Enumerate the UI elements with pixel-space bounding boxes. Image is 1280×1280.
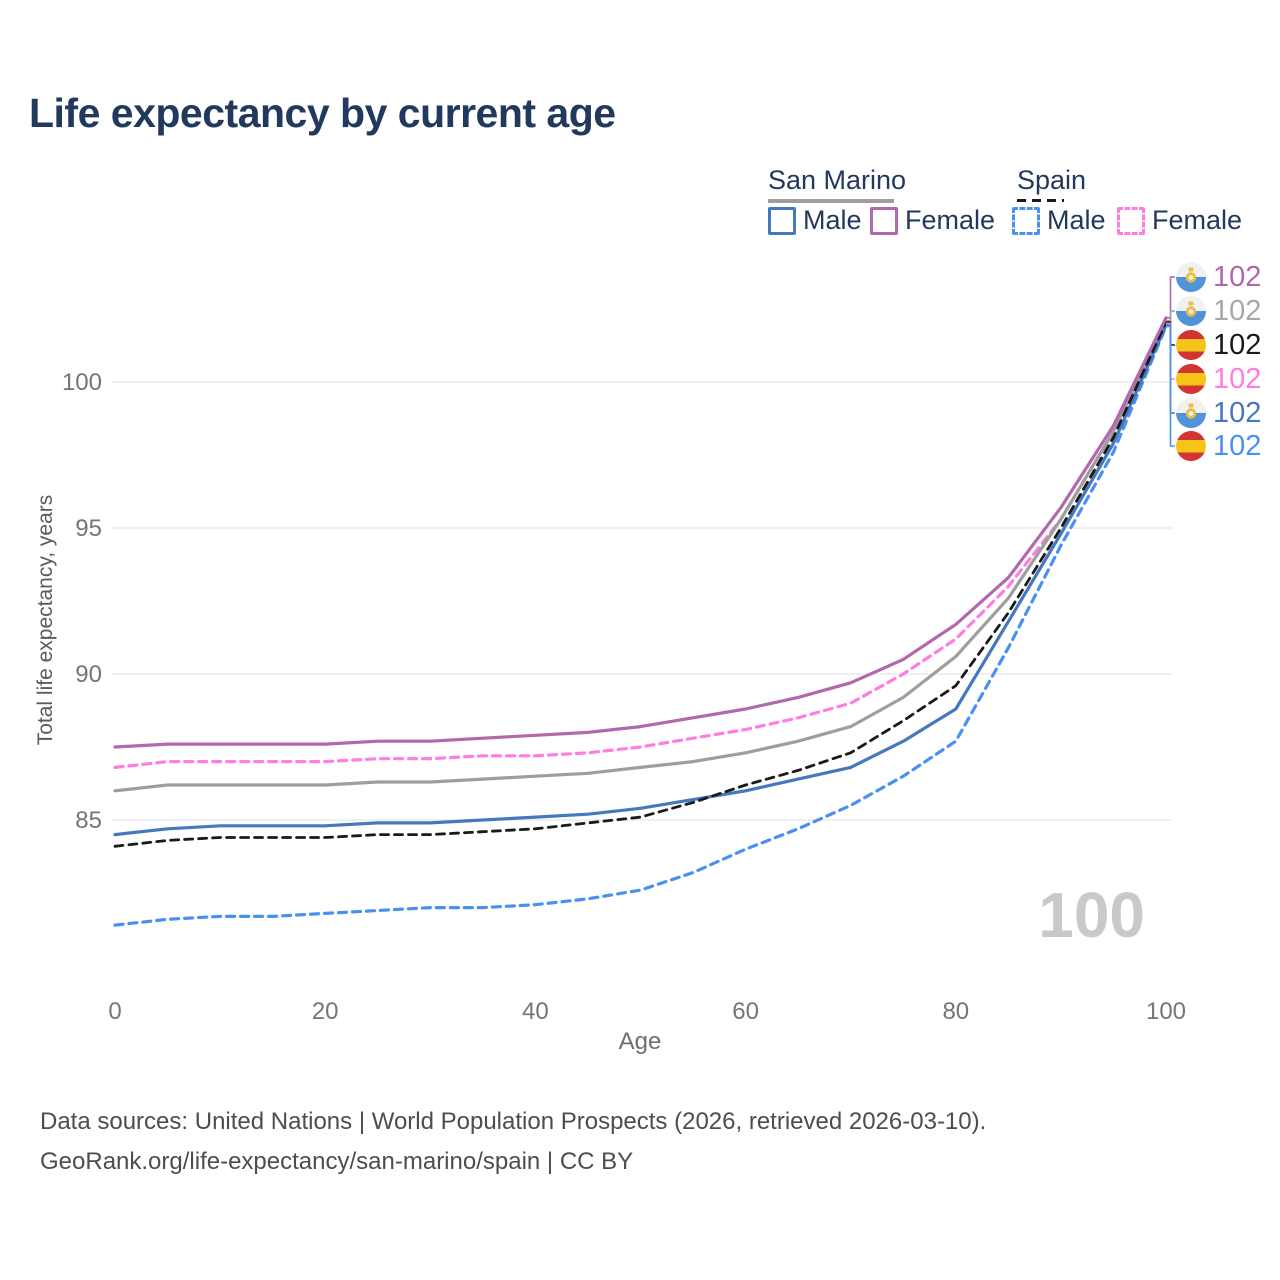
end-value: 102 <box>1213 261 1262 293</box>
legend-item-san-marino-female[interactable]: Female <box>870 205 995 236</box>
end-value: 102 <box>1213 329 1262 361</box>
x-tick-label-40: 40 <box>522 998 549 1025</box>
x-tick-label-80: 80 <box>942 998 970 1025</box>
hover-age-watermark: 100 <box>1038 879 1145 951</box>
y-tick-label-90: 90 <box>75 661 102 688</box>
y-tick-label-95: 95 <box>75 515 102 542</box>
series-line-es-all[interactable] <box>113 320 1168 848</box>
legend-item-label: Male <box>803 205 862 235</box>
checkbox-san-marino-male[interactable] <box>768 206 796 235</box>
san-marino-flag-icon <box>1176 398 1206 428</box>
checkbox-spain-female[interactable] <box>1117 206 1145 235</box>
end-value: 102 <box>1213 363 1262 395</box>
end-label-sm-all: 102 <box>1176 295 1261 327</box>
y-tick-label-85: 85 <box>75 807 102 834</box>
attribution-line: GeoRank.org/life-expectancy/san-marino/s… <box>40 1148 634 1175</box>
end-label-es-all: 102 <box>1176 329 1261 361</box>
legend-item-spain-male[interactable]: Male <box>1012 205 1106 236</box>
leader-line-sm-all <box>1166 310 1175 322</box>
san-marino-flag-icon <box>1176 296 1206 326</box>
end-value: 102 <box>1213 397 1262 429</box>
spain-flag-icon <box>1176 431 1206 461</box>
y-tick-label-100: 100 <box>61 369 102 396</box>
checkbox-spain-male[interactable] <box>1012 206 1040 235</box>
end-label-es-female: 102 <box>1176 363 1261 395</box>
legend-item-label: Female <box>905 205 996 235</box>
series-line-es-female[interactable] <box>113 322 1168 769</box>
end-label-es-male: 102 <box>1176 430 1261 462</box>
legend-item-label: Male <box>1047 205 1106 235</box>
legend-group-label: Spain <box>1017 165 1087 195</box>
legend-item-spain-female[interactable]: Female <box>1117 205 1242 236</box>
end-label-sm-female: 102 <box>1176 261 1261 293</box>
x-tick-label-0: 0 <box>108 998 122 1025</box>
x-tick-label-20: 20 <box>311 998 339 1025</box>
spain-flag-icon <box>1176 364 1206 394</box>
legend-item-label: Female <box>1152 205 1243 235</box>
legend-group-san-marino[interactable]: San Marino <box>768 165 906 203</box>
series-line-sm-all[interactable] <box>113 319 1168 793</box>
x-tick-label-60: 60 <box>732 998 759 1025</box>
data-sources-line: Data sources: United Nations | World Pop… <box>40 1108 987 1135</box>
san-marino-flag-icon <box>1176 262 1206 292</box>
spain-line-swatch <box>1017 199 1064 202</box>
checkbox-san-marino-female[interactable] <box>870 206 898 235</box>
legend-item-san-marino-male[interactable]: Male <box>768 205 862 236</box>
leader-line-es-male <box>1166 325 1175 447</box>
series-line-es-male[interactable] <box>113 324 1168 927</box>
series-line-sm-female[interactable] <box>113 316 1168 749</box>
x-tick-label-100: 100 <box>1145 998 1187 1025</box>
leader-line-sm-female <box>1166 276 1175 319</box>
end-label-sm-male: 102 <box>1176 397 1261 429</box>
end-value: 102 <box>1213 295 1262 327</box>
spain-flag-icon <box>1176 330 1206 360</box>
series-line-sm-male[interactable] <box>113 323 1168 837</box>
legend-group-label: San Marino <box>768 165 907 195</box>
end-value: 102 <box>1213 430 1262 462</box>
san-marino-line-swatch <box>768 199 894 203</box>
page-title: Life expectancy by current age <box>29 90 616 136</box>
x-axis-title: Age <box>618 1028 662 1055</box>
legend-group-spain[interactable]: Spain <box>1017 165 1086 202</box>
